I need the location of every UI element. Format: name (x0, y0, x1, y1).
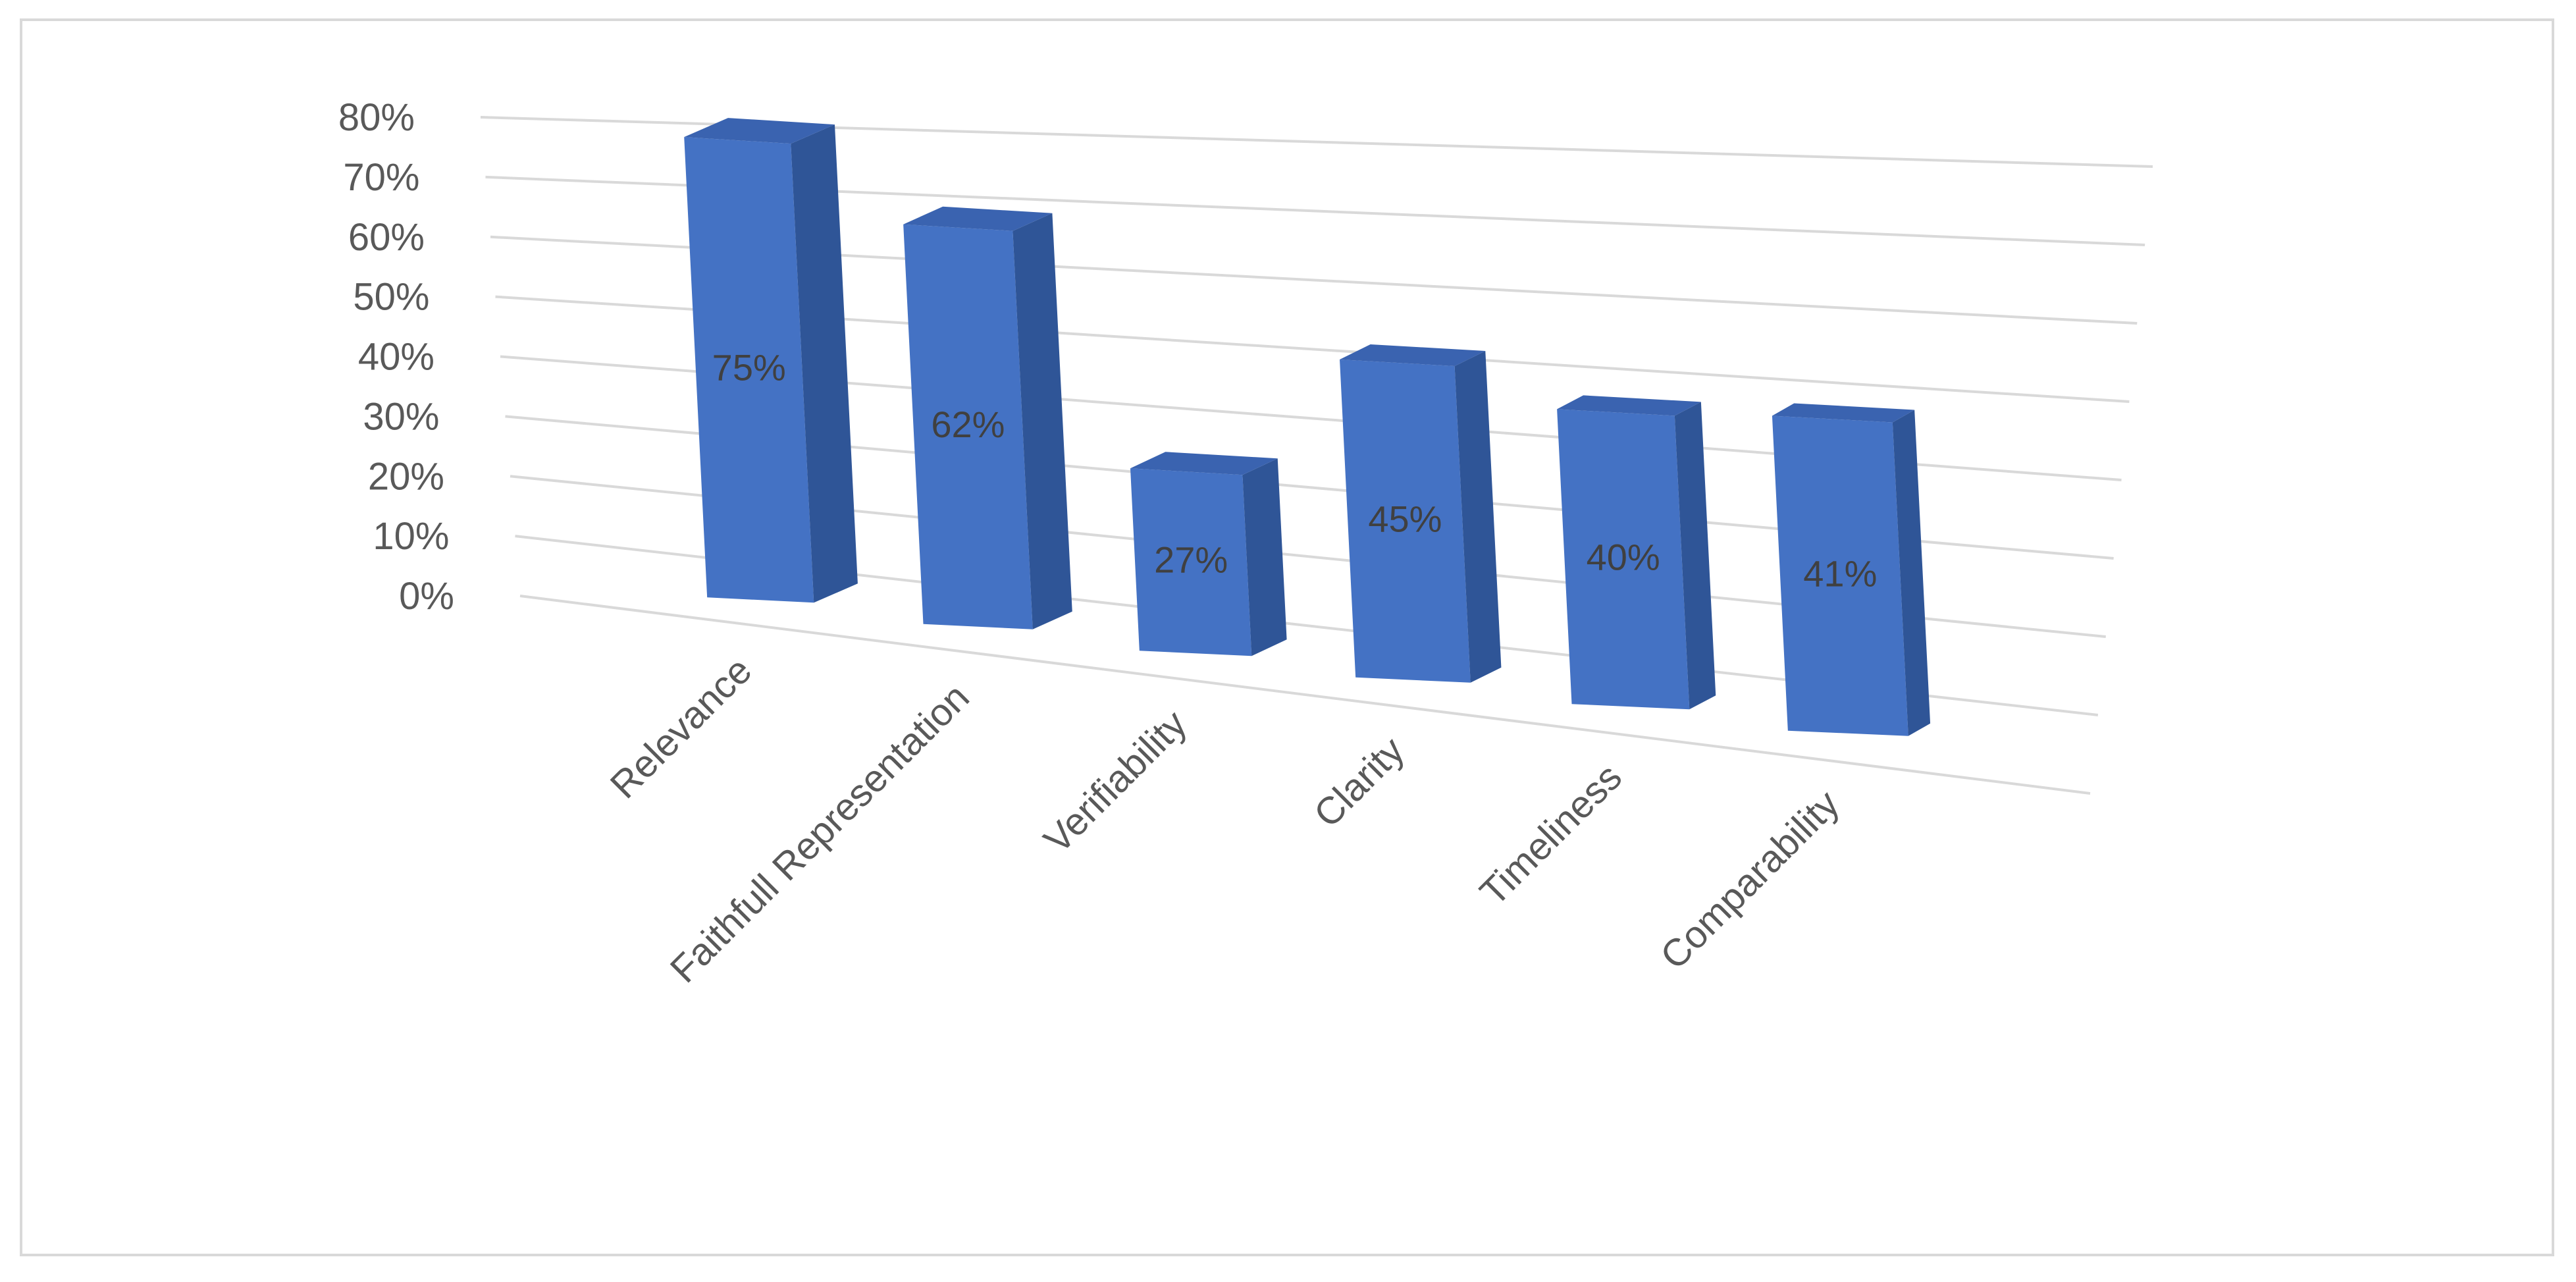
bar-side-face (1012, 213, 1072, 629)
bar-side-face (1454, 350, 1502, 683)
bar-5 (1557, 395, 1716, 710)
bar-top-face (1340, 344, 1486, 366)
bar-front-face (1557, 409, 1690, 710)
bar-side-face (791, 124, 858, 603)
bar-front-face (684, 137, 814, 603)
bar-4 (1340, 344, 1502, 683)
category-label: Clarity (1305, 729, 1412, 836)
category-label: Comparability (1652, 782, 1848, 978)
bar-side-face (1892, 410, 1931, 736)
bars (684, 118, 1931, 736)
y-tick-label: 10% (373, 515, 449, 558)
data-label: 75% (712, 347, 786, 388)
bar-top-face (1557, 395, 1701, 416)
y-tick-label: 20% (368, 455, 444, 498)
data-label: 40% (1587, 536, 1660, 577)
bar-1 (684, 118, 858, 603)
category-label: Verifiability (1036, 702, 1195, 861)
data-label: 27% (1154, 539, 1228, 581)
data-label: 62% (931, 404, 1005, 445)
bar-side-face (1242, 458, 1287, 656)
y-tick-label: 70% (343, 156, 419, 199)
bar-2 (903, 206, 1072, 629)
y-tick-label: 50% (353, 276, 429, 319)
data-label: 45% (1368, 498, 1442, 539)
bar-top-face (903, 206, 1053, 231)
bar-side-face (1674, 402, 1716, 710)
gridline (519, 595, 2091, 795)
bar-front-face (1772, 415, 1908, 736)
bar-6 (1772, 403, 1931, 736)
bar-front-face (903, 224, 1033, 629)
category-label: Relevance (602, 649, 760, 807)
chart-frame (20, 18, 2554, 1256)
bar-front-face (1340, 359, 1471, 683)
bar-3 (1130, 452, 1287, 656)
bar-top-face (1772, 403, 1915, 423)
y-tick-label: 80% (338, 96, 415, 139)
data-label: 41% (1803, 553, 1877, 595)
y-tick-label: 30% (363, 395, 439, 438)
data-labels: 75% 62% 27% 45% 40% 41% (712, 347, 1878, 595)
bar-top-face (1130, 452, 1278, 475)
y-axis-tick-labels: 0% 10% 20% 30% 40% 50% 60% 70% 80% (338, 96, 454, 618)
bar-front-face (1130, 468, 1252, 656)
bar-top-face (684, 118, 835, 144)
y-tick-label: 60% (348, 216, 425, 259)
category-label: Timeliness (1472, 755, 1630, 913)
y-tick-label: 40% (358, 336, 434, 379)
y-tick-label: 0% (399, 575, 454, 618)
